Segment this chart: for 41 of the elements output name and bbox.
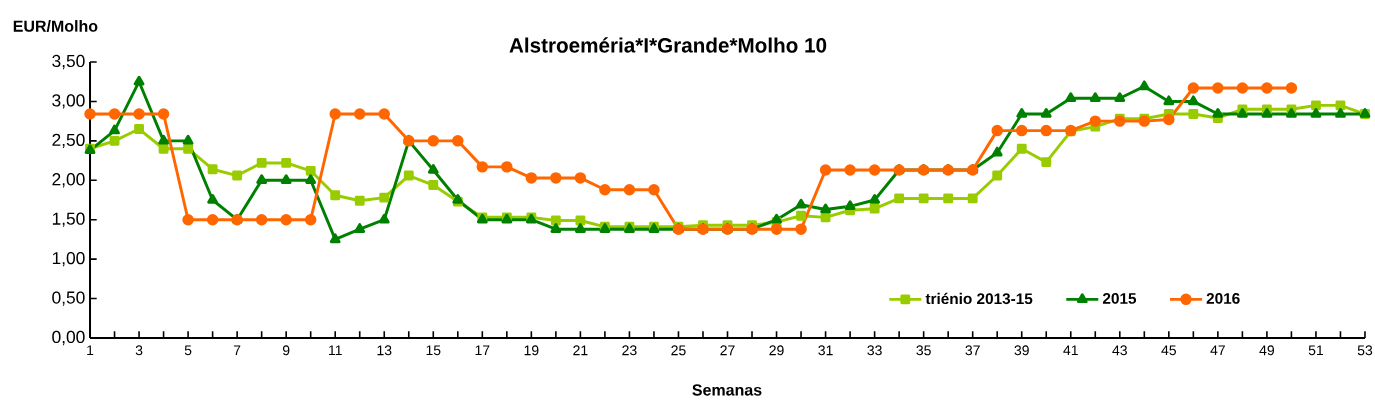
x-tick-label: 49 xyxy=(1259,345,1275,356)
x-tick-label: 23 xyxy=(622,345,637,356)
chart-title: Alstroeméria*I*Grande*Molho 10 xyxy=(509,37,827,53)
y-tick-label: 1,50 xyxy=(52,212,85,227)
x-tick-label: 13 xyxy=(377,345,392,356)
x-tick-label: 37 xyxy=(965,345,980,356)
y-tick-label: 2,50 xyxy=(52,133,85,149)
x-tick-label: 35 xyxy=(916,345,931,356)
y-tick-label: 3,50 xyxy=(52,54,85,70)
legend-label: 2016 xyxy=(1206,293,1240,304)
x-tick-label: 31 xyxy=(818,345,833,356)
x-tick-label: 45 xyxy=(1161,345,1177,356)
x-tick-label: 11 xyxy=(329,345,342,355)
x-tick-label: 5 xyxy=(184,345,192,356)
x-tick-label: 53 xyxy=(1357,345,1373,356)
x-tick-label: 25 xyxy=(671,345,686,356)
y-tick-label: 0,50 xyxy=(52,291,85,306)
x-tick-label: 33 xyxy=(867,345,882,356)
x-tick-label: 9 xyxy=(282,345,290,356)
y-tick-label: 3,00 xyxy=(52,94,85,109)
x-tick-label: 39 xyxy=(1014,345,1029,356)
x-tick-label: 17 xyxy=(475,345,490,355)
y-axis-title: EUR/Molho xyxy=(13,20,98,32)
x-tick-label: 51 xyxy=(1308,345,1324,356)
legend-label: 2015 xyxy=(1102,293,1137,304)
y-tick-label: 2,00 xyxy=(52,173,85,188)
x-tick-label: 21 xyxy=(573,345,588,356)
legend-label: triénio 2013-15 xyxy=(925,292,1033,305)
x-tick-label: 3 xyxy=(135,345,143,356)
x-tick-label: 1 xyxy=(87,345,94,355)
x-tick-label: 47 xyxy=(1210,345,1225,355)
x-tick-label: 43 xyxy=(1112,345,1127,356)
x-tick-label: 19 xyxy=(524,345,539,356)
x-tick-label: 29 xyxy=(769,345,784,356)
x-tick-label: 7 xyxy=(233,345,241,355)
x-tick-label: 27 xyxy=(720,345,735,356)
x-tick-label: 15 xyxy=(426,345,441,356)
y-tick-label: 0,00 xyxy=(52,330,85,346)
y-tick-label: 1,00 xyxy=(52,251,85,267)
x-axis-title: Semanas xyxy=(692,384,762,396)
x-tick-label: 41 xyxy=(1063,345,1078,355)
